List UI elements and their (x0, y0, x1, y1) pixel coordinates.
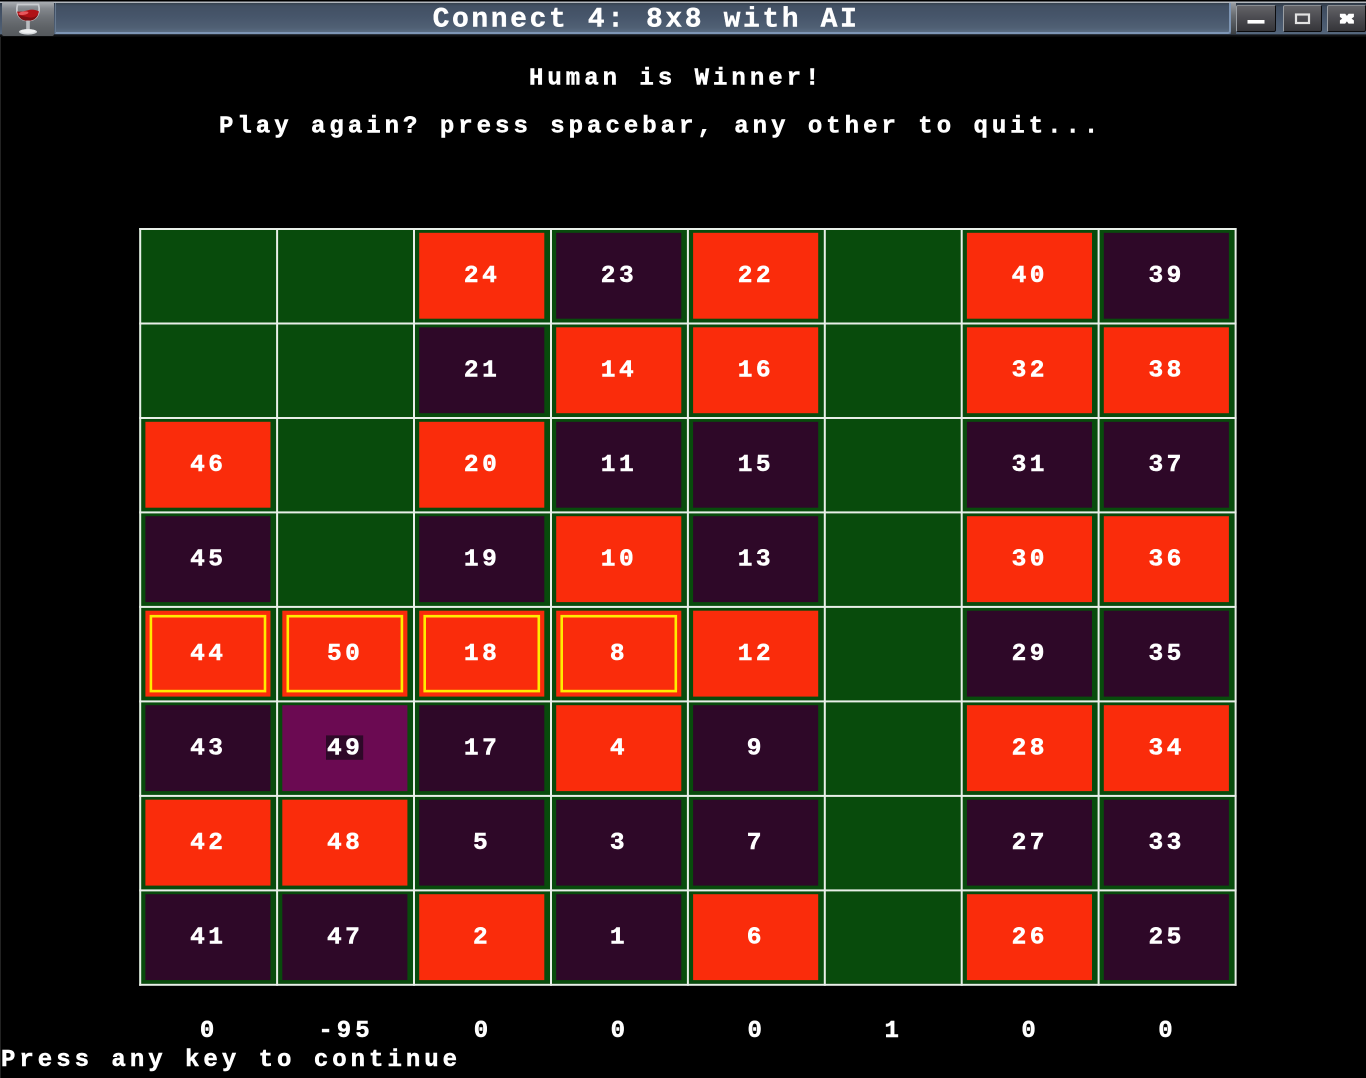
svg-text:50: 50 (327, 641, 363, 668)
svg-text:36: 36 (1148, 547, 1184, 574)
svg-text:16: 16 (738, 358, 774, 385)
svg-text:0: 0 (1021, 1018, 1039, 1045)
svg-text:32: 32 (1012, 358, 1048, 385)
svg-text:1: 1 (884, 1018, 902, 1045)
svg-text:8: 8 (610, 641, 628, 668)
svg-text:0: 0 (747, 1018, 765, 1045)
svg-text:24: 24 (464, 263, 500, 290)
svg-text:2: 2 (473, 924, 491, 951)
svg-text:45: 45 (190, 547, 226, 574)
svg-text:18: 18 (464, 641, 500, 668)
svg-text:0: 0 (474, 1018, 492, 1045)
svg-text:39: 39 (1148, 263, 1184, 290)
svg-text:5: 5 (473, 830, 491, 857)
svg-text:19: 19 (464, 547, 500, 574)
svg-text:41: 41 (190, 924, 226, 951)
svg-text:Human is Winner!: Human is Winner! (529, 66, 823, 93)
svg-text:0: 0 (611, 1018, 629, 1045)
svg-text:21: 21 (464, 358, 500, 385)
svg-text:43: 43 (190, 735, 226, 762)
svg-text:17: 17 (464, 735, 500, 762)
svg-text:49: 49 (327, 735, 363, 762)
svg-text:46: 46 (190, 452, 226, 479)
svg-text:7: 7 (747, 830, 765, 857)
svg-text:34: 34 (1148, 735, 1184, 762)
svg-text:37: 37 (1148, 452, 1184, 479)
svg-text:-95: -95 (318, 1018, 373, 1045)
svg-text:13: 13 (738, 547, 774, 574)
svg-text:48: 48 (327, 830, 363, 857)
svg-text:40: 40 (1012, 263, 1048, 290)
svg-text:3: 3 (610, 830, 628, 857)
svg-text:47: 47 (327, 924, 363, 951)
svg-text:42: 42 (190, 830, 226, 857)
svg-text:6: 6 (747, 924, 765, 951)
svg-text:27: 27 (1012, 830, 1048, 857)
svg-text:14: 14 (601, 358, 637, 385)
svg-text:12: 12 (738, 641, 774, 668)
svg-text:35: 35 (1148, 641, 1184, 668)
svg-text:30: 30 (1012, 547, 1048, 574)
svg-text:38: 38 (1148, 358, 1184, 385)
svg-text:15: 15 (738, 452, 774, 479)
svg-text:26: 26 (1012, 924, 1048, 951)
svg-text:0: 0 (1158, 1018, 1176, 1045)
svg-text:Play again? press spacebar, an: Play again? press spacebar, any other to… (219, 114, 1102, 141)
svg-text:11: 11 (601, 452, 637, 479)
svg-text:23: 23 (601, 263, 637, 290)
svg-text:0: 0 (200, 1018, 218, 1045)
svg-text:25: 25 (1148, 924, 1184, 951)
svg-text:9: 9 (747, 735, 765, 762)
svg-text:31: 31 (1012, 452, 1048, 479)
svg-text:28: 28 (1012, 735, 1048, 762)
svg-text:4: 4 (610, 735, 628, 762)
svg-text:Connect 4: 8x8 with AI: Connect 4: 8x8 with AI (433, 5, 860, 36)
svg-text:22: 22 (738, 263, 774, 290)
svg-text:29: 29 (1012, 641, 1048, 668)
svg-text:Press any key to continue: Press any key to continue (1, 1047, 461, 1074)
svg-text:20: 20 (464, 452, 500, 479)
svg-text:33: 33 (1148, 830, 1184, 857)
svg-text:1: 1 (610, 924, 628, 951)
svg-text:44: 44 (190, 641, 226, 668)
svg-text:10: 10 (601, 547, 637, 574)
